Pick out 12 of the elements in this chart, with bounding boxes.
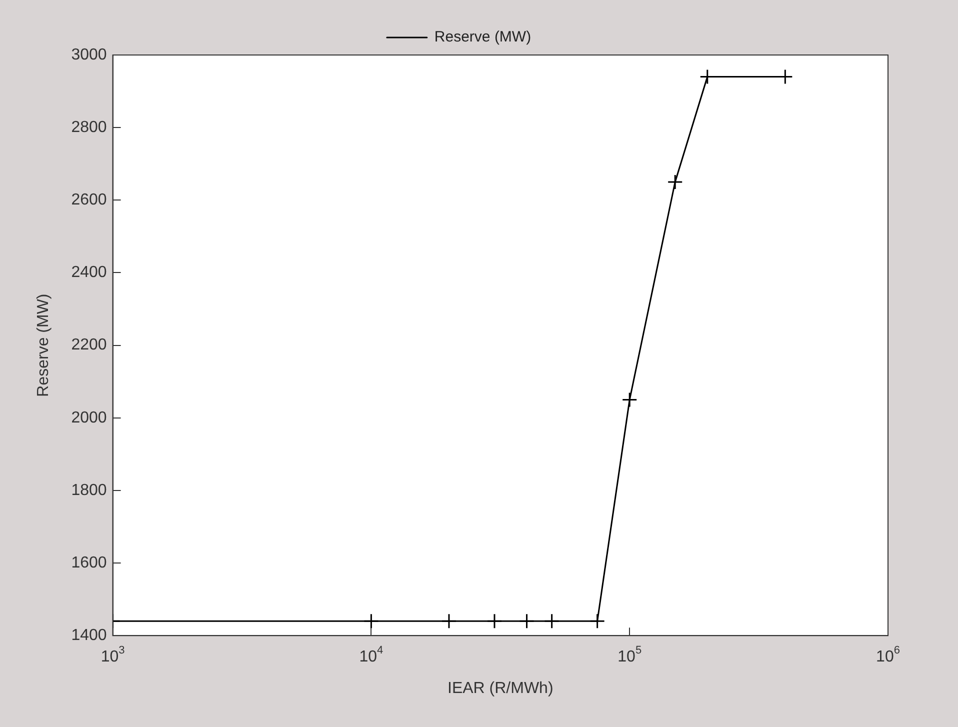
y-tick-label: 3000	[71, 46, 107, 64]
y-tick-label: 1800	[71, 482, 107, 499]
y-tick-label: 2600	[71, 192, 107, 209]
y-tick-label: 2400	[71, 264, 107, 282]
y-tick-label: 1400	[71, 627, 107, 644]
y-tick-label: 1600	[71, 554, 107, 572]
legend-label: Reserve (MW)	[434, 28, 532, 46]
x-axis-title: IEAR (R/MWh)	[448, 680, 554, 697]
y-tick-label: 2200	[71, 336, 107, 354]
y-tick-label: 2800	[71, 118, 107, 136]
y-axis-title: Reserve (MW)	[35, 294, 52, 397]
y-tick-label: 2000	[71, 409, 107, 426]
